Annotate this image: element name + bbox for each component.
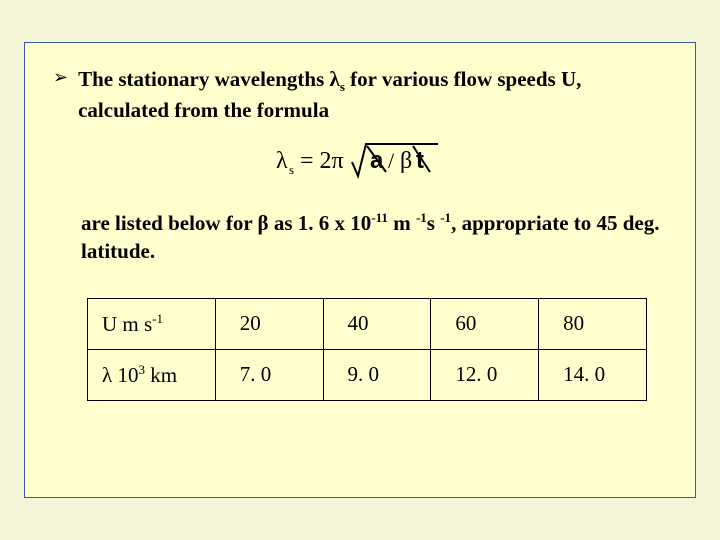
formula: λ s = 2π a / β t [270,138,450,187]
line1-pre: The stationary wavelengths [78,67,329,91]
table-row: λ 103 km 7. 0 9. 0 12. 0 14. 0 [88,349,647,400]
exp-neg11: -11 [371,210,388,225]
lambda-sym: λ [330,67,340,91]
followup-mid2: m [388,211,416,235]
row2-lambda: λ [102,363,112,387]
followup-text: are listed below for β as 1. 6 x 10-11 m… [81,209,667,266]
content-frame: ➢ The stationary wavelengths λs for vari… [24,42,696,498]
svg-text:β: β [400,148,412,174]
cell: 7. 0 [215,349,323,400]
row2-mid: 10 [112,363,138,387]
beta-sym: β [258,211,269,235]
row2-post: km [145,363,177,387]
cell: 80 [539,298,647,349]
followup-pre: are listed below for [81,211,258,235]
exp-neg1a: -1 [416,210,427,225]
cell: 9. 0 [323,349,431,400]
svg-text:s: s [289,162,294,177]
svg-text:/: / [388,148,395,173]
row1-header-pre: U m s [102,312,152,336]
cell: 14. 0 [539,349,647,400]
cell: 20 [215,298,323,349]
bullet-text: The stationary wavelengths λs for variou… [78,65,667,124]
row1-header: U m s-1 [88,298,216,349]
formula-block: λ s = 2π a / β t [53,138,667,187]
cell: 12. 0 [431,349,539,400]
followup-mid3: s [427,211,440,235]
cell: 60 [431,298,539,349]
bullet-glyph: ➢ [53,67,68,88]
svg-text:= 2π: = 2π [300,148,344,174]
exp-neg1b: -1 [440,210,451,225]
row1-header-sup: -1 [152,311,163,326]
table-row: U m s-1 20 40 60 80 [88,298,647,349]
cell: 40 [323,298,431,349]
followup-mid1: as 1. 6 x 10 [269,211,372,235]
wavelength-table: U m s-1 20 40 60 80 λ 103 km 7. 0 9. 0 1… [87,298,647,401]
row2-header: λ 103 km [88,349,216,400]
svg-text:λ: λ [276,148,288,174]
bullet-item: ➢ The stationary wavelengths λs for vari… [53,65,667,124]
